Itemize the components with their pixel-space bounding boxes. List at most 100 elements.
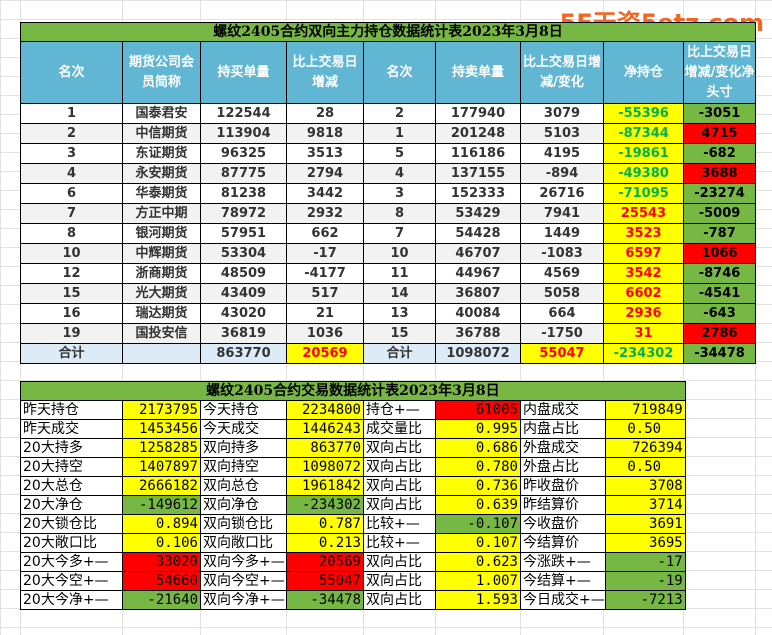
- table-row: 20大今净+— -21640 双向今净+— -34478 双向占比 1.593 今日成交+—…: [20, 590, 686, 610]
- buy-change-cell: 2794: [286, 163, 364, 184]
- stat-value: 0.780: [435, 457, 521, 477]
- buy-change-cell: 662: [286, 223, 364, 244]
- stat-label: 今天成交: [200, 419, 287, 439]
- stat-label: 今结算价: [520, 533, 606, 553]
- buy-rank-cell: 3: [20, 143, 123, 164]
- sell-volume-cell: 201248: [435, 123, 521, 144]
- net-change-cell: 2786: [683, 323, 756, 344]
- net-change-cell: -3051: [683, 103, 756, 124]
- sell-change-cell: 7941: [520, 203, 604, 224]
- stat-label: 20大持空: [20, 457, 123, 477]
- stat-value: 3714: [604, 495, 686, 515]
- net-position-cell: 2936: [603, 303, 684, 324]
- stat-value: -34478: [286, 590, 364, 610]
- buy-volume-cell: 43020: [200, 303, 287, 324]
- sell-change-cell: 664: [520, 303, 604, 324]
- stat-label: 比较+—: [363, 514, 436, 534]
- buy-change-cell: -4177: [286, 263, 364, 284]
- sell-rank-cell: 4: [363, 163, 436, 184]
- table-row: 20大今多+— 33020 双向今多+— 20569 双向占比 0.623 今涨跌+— -17: [20, 552, 686, 572]
- buy-volume-cell: 113904: [200, 123, 287, 144]
- net-position-cell: 25543: [603, 203, 684, 224]
- stat-label: 昨结算价: [520, 495, 606, 515]
- stat-value: 55047: [286, 571, 364, 591]
- company-name-cell: 国投安信: [122, 323, 201, 344]
- net-position-cell: -71095: [603, 183, 684, 204]
- stat-value: -21640: [122, 590, 201, 610]
- table-row: 3 东证期货 96325 3513 5 116186 4195 -19861 -682: [20, 143, 756, 164]
- table-row: 1 国泰君安 122544 28 2 177940 3079 -55396 -3051: [20, 103, 756, 124]
- stat-value: -234302: [286, 495, 364, 515]
- buy-change-cell: 9818: [286, 123, 364, 144]
- table-row: 12 浙商期货 48509 -4177 11 44967 4569 3542 -8746: [20, 263, 756, 284]
- buy-rank-cell: 1: [20, 103, 123, 124]
- buy-rank-cell: 10: [20, 243, 123, 264]
- sell-rank-cell: 3: [363, 183, 436, 204]
- buy-change-cell: 3442: [286, 183, 364, 204]
- sell-change-cell: -1750: [520, 323, 604, 344]
- sell-volume-cell: 36807: [435, 283, 521, 304]
- stat-value: 3691: [604, 514, 686, 534]
- total-net: -234302: [603, 343, 684, 364]
- stat-value: 0.995: [435, 419, 521, 439]
- stat-value: 2666182: [122, 476, 201, 496]
- stat-label: 今收盘价: [520, 514, 606, 534]
- stat-label: 昨天成交: [20, 419, 123, 439]
- stat-value: 3708: [604, 476, 686, 496]
- position-table-title: 螺纹2405合约双向主力持仓数据统计表2023年3月8日: [20, 22, 756, 42]
- header-buy-rank: 名次: [20, 41, 123, 104]
- stat-label: 今天持仓: [200, 400, 287, 420]
- buy-volume-cell: 87775: [200, 163, 287, 184]
- buy-rank-cell: 16: [20, 303, 123, 324]
- sell-rank-cell: 5: [363, 143, 436, 164]
- table-row: 20大持多 1258285 双向持多 863770 双向占比 0.686 外盘成交 72639…: [20, 438, 686, 458]
- stat-label: 20大净仓: [20, 495, 123, 515]
- stat-label: 双向锁仓比: [200, 514, 287, 534]
- sell-rank-cell: 13: [363, 303, 436, 324]
- stat-value: 1258285: [122, 438, 201, 458]
- stat-label: 双向占比: [363, 438, 436, 458]
- buy-rank-cell: 2: [20, 123, 123, 144]
- company-name-cell: 浙商期货: [122, 263, 201, 284]
- table-row: 16 瑞达期货 43020 21 13 40084 664 2936 -643: [20, 303, 756, 324]
- buy-change-cell: 21: [286, 303, 364, 324]
- sell-rank-cell: 2: [363, 103, 436, 124]
- stat-value: 726394: [604, 438, 686, 458]
- sell-volume-cell: 53429: [435, 203, 521, 224]
- net-position-cell: -87344: [603, 123, 684, 144]
- total-buy-volume: 863770: [200, 343, 287, 364]
- stat-value: -0.107: [435, 514, 521, 534]
- stat-label: 内盘成交: [520, 400, 606, 420]
- header-buy-change: 比上交易日增减: [286, 41, 364, 104]
- stat-label: 双向总仓: [200, 476, 287, 496]
- net-change-cell: -643: [683, 303, 756, 324]
- header-buy-volume: 持买单量: [200, 41, 287, 104]
- stat-value: 1098072: [286, 457, 364, 477]
- buy-volume-cell: 78972: [200, 203, 287, 224]
- stat-value: 0.107: [435, 533, 521, 553]
- buy-volume-cell: 81238: [200, 183, 287, 204]
- buy-volume-cell: 36819: [200, 323, 287, 344]
- header-company: 期货公司会员简称: [122, 41, 201, 104]
- stat-value: -7213: [604, 590, 686, 610]
- sell-change-cell: 4569: [520, 263, 604, 284]
- stat-label: 双向占比: [363, 476, 436, 496]
- stat-value: 719849: [604, 400, 686, 420]
- total-net-change: -34478: [683, 343, 756, 364]
- sell-volume-cell: 116186: [435, 143, 521, 164]
- net-change-cell: -682: [683, 143, 756, 164]
- stat-value: 2234800: [286, 400, 364, 420]
- table-row: 10 中辉期货 53304 -17 10 46707 -1083 6597 1066: [20, 243, 756, 264]
- stat-label: 内盘占比: [520, 419, 606, 439]
- buy-change-cell: 1036: [286, 323, 364, 344]
- sell-rank-cell: 1: [363, 123, 436, 144]
- stat-label: 今涨跌+—: [520, 552, 606, 572]
- company-name-cell: 中信期货: [122, 123, 201, 144]
- table-row: 20大敞口比 0.106 双向敞口比 0.213 比较+— 0.107 今结算价 3695: [20, 533, 686, 553]
- buy-volume-cell: 43409: [200, 283, 287, 304]
- sell-change-cell: -894: [520, 163, 604, 184]
- buy-change-cell: -17: [286, 243, 364, 264]
- buy-rank-cell: 8: [20, 223, 123, 244]
- table-row: 8 银河期货 57951 662 7 54428 1449 3523 -787: [20, 223, 756, 244]
- stat-value: 0.736: [435, 476, 521, 496]
